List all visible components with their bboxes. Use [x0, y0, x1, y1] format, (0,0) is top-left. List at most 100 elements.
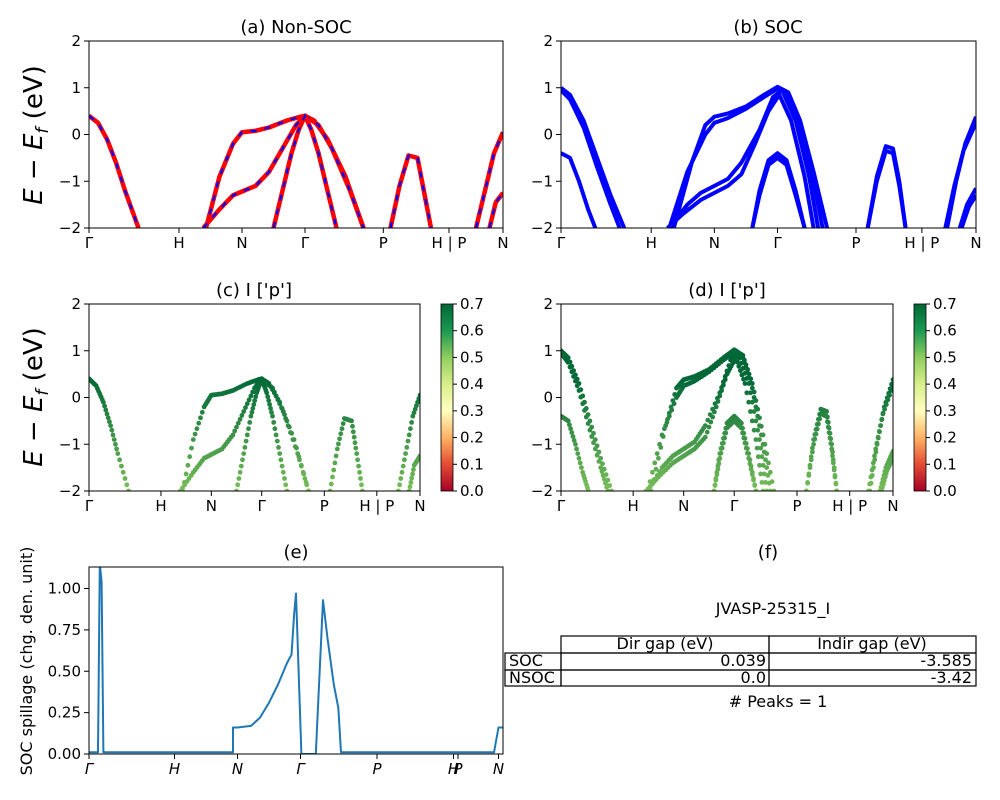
panel-d-point: [733, 355, 739, 361]
panel-c-point: [187, 454, 193, 460]
panel-d-point: [885, 397, 891, 403]
panel-a-xtick-label: H | P: [432, 234, 467, 252]
panel-c-point: [350, 429, 356, 435]
panel-d-point: [824, 413, 829, 419]
panel-c-colorbar-label: 0.3: [460, 402, 484, 420]
panel-c-point: [248, 413, 254, 419]
panel-c-point: [270, 413, 275, 419]
panel-d-point: [742, 381, 748, 386]
panel-d-point: [575, 451, 581, 456]
panel-c-point: [250, 389, 256, 395]
table-header-indir: Indir gap (eV): [817, 634, 927, 653]
panel-d-point: [706, 424, 712, 430]
panel-c-point: [409, 420, 414, 425]
panel-d-point: [749, 418, 755, 424]
panel-d-point: [576, 388, 582, 393]
panel-d-point: [748, 390, 753, 396]
panel-d-point: [659, 432, 665, 438]
panel-d-point: [764, 488, 770, 491]
panel-c-colorbar: 0.0 0.1 0.2 0.3 0.4 0.5 0.6 0.7: [440, 295, 484, 500]
panel-d-point: [576, 455, 582, 461]
panel-d-point: [760, 441, 766, 447]
panel-d-point: [713, 404, 719, 410]
panel-c-point: [406, 488, 412, 491]
panel-d-point: [569, 369, 575, 375]
panel-c-point: [234, 488, 239, 491]
panel-d-point: [810, 445, 815, 451]
panel-a-band-4: [388, 153, 434, 228]
panel-d-point: [746, 399, 752, 405]
panel-d-xtick-label: H | P: [832, 497, 867, 515]
panel-a-ytick-label: −2: [59, 219, 81, 237]
panel-d-point: [890, 455, 893, 461]
panel-d-point: [662, 426, 667, 432]
panel-d-point: [876, 429, 882, 434]
panel-c-point: [244, 432, 250, 438]
panel-c-point: [102, 403, 107, 409]
panel-c-point: [400, 463, 406, 469]
panel-d-point: [757, 437, 762, 442]
panel-d-point: [890, 377, 893, 383]
panel-a-ytick-label: −1: [59, 172, 81, 190]
panel-c-point: [292, 444, 298, 449]
panel-b-band-14: [959, 194, 976, 228]
panel-d-point: [739, 372, 745, 378]
panel-c-point: [196, 420, 202, 426]
panel-c-point: [280, 469, 286, 475]
panel-c-xtick-label: Γ: [85, 497, 94, 515]
panel-d-point: [574, 383, 580, 389]
panel-c-point: [404, 445, 410, 450]
panel-d-point: [565, 360, 571, 365]
panel-d-ytick-label: 2: [543, 295, 553, 313]
panel-c-point: [277, 451, 283, 456]
panel-d-point: [753, 404, 759, 410]
panel-b-ytick-label: 1: [543, 79, 553, 97]
panel-d-point: [712, 483, 718, 488]
panel-d-point: [704, 429, 710, 435]
panel-d-point: [890, 383, 893, 389]
panel-d-point: [751, 389, 757, 395]
panel-d-point: [826, 430, 832, 435]
panel-e-xtick-label: P: [372, 760, 382, 778]
panel-d-point: [722, 435, 727, 441]
panel-b-band-0: [561, 86, 627, 228]
panel-c-point: [253, 394, 259, 400]
panel-d-point: [723, 430, 729, 436]
panel-c-point: [355, 457, 360, 463]
panel-d-point: [599, 469, 605, 474]
panel-d-point: [740, 430, 745, 436]
panel-d-point: [758, 471, 764, 477]
panel-b-ytick-label: 2: [543, 32, 553, 50]
panel-c-point: [352, 440, 358, 446]
panel-c-point: [271, 420, 277, 425]
panel-c-point: [358, 476, 363, 481]
panel-c-point: [416, 396, 420, 402]
panel-d-ytick-label: −1: [531, 435, 553, 453]
panel-d-point: [582, 408, 587, 413]
panel-d-point: [761, 471, 767, 477]
panel-d-ytick-label: 1: [543, 342, 553, 360]
panel-c-ytick-label: 1: [71, 342, 81, 360]
panel-d-point: [825, 419, 830, 425]
panel-d-point: [757, 462, 762, 468]
panel-c-point: [244, 401, 250, 407]
panel-d-point: [714, 472, 720, 477]
panel-d-point: [833, 481, 839, 487]
panel-d-point: [717, 455, 723, 461]
panel-d-point: [710, 414, 715, 420]
panel-d-point: [870, 460, 876, 466]
panel-c-point: [336, 441, 341, 447]
panel-d-point: [573, 441, 578, 447]
panel-d-point: [748, 466, 754, 472]
panel-d-point: [583, 414, 589, 420]
panel-c-point: [285, 423, 291, 428]
panel-b-ytick-label: 0: [543, 126, 553, 144]
panel-d-point: [600, 461, 605, 467]
panel-c-point: [249, 409, 255, 415]
panel-d-point: [830, 453, 835, 459]
panel-b-xtick-label: P: [851, 234, 860, 252]
panel-c-point: [331, 467, 337, 473]
panel-d-point: [760, 488, 766, 491]
panel-c-point: [235, 420, 241, 426]
panel-d-point: [736, 363, 742, 369]
